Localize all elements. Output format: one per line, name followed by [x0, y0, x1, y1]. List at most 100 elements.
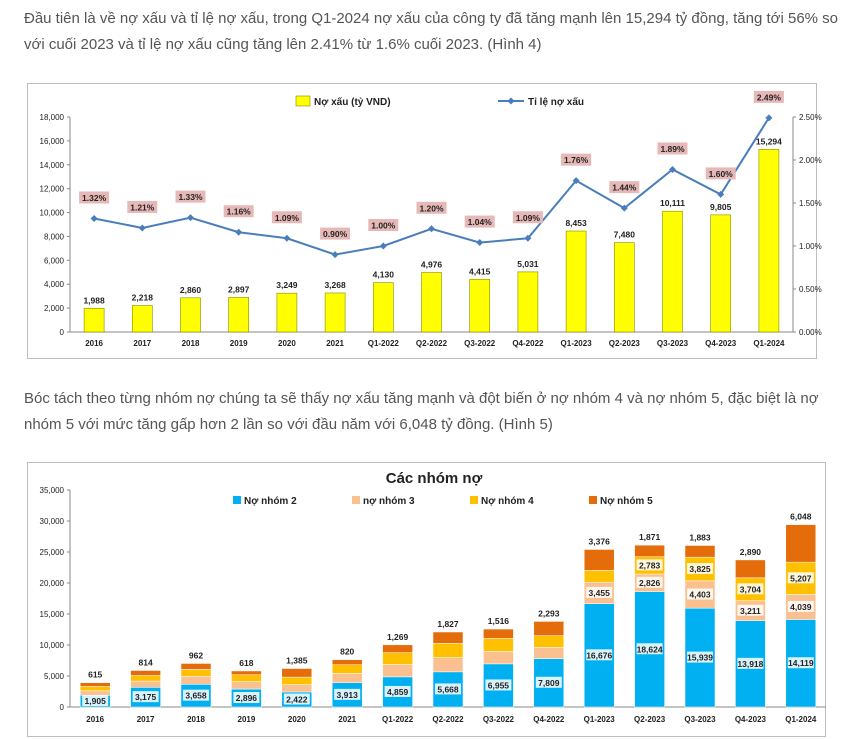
npl-ratio-label-bg: [705, 167, 736, 180]
y-tick-label: 6,000: [44, 256, 65, 265]
npl-ratio-label-bg: [609, 181, 640, 194]
npl-bar: [276, 292, 298, 333]
npl-bar-label: 9,805: [710, 202, 732, 212]
group4-segment: [231, 674, 262, 682]
npl-ratio-label-bg: [416, 201, 447, 214]
y-tick-label: 0: [60, 328, 65, 337]
x-tick-label: Q3-2022: [483, 715, 515, 724]
npl-ratio-label-bg: [223, 205, 254, 218]
group4-segment: [130, 675, 161, 682]
y-tick-label: 12,000: [40, 185, 65, 194]
group2-label-bg: [132, 691, 159, 703]
npl-bar: [613, 242, 635, 333]
group3-label-bg: [687, 588, 713, 600]
group2-label-bg: [334, 688, 361, 700]
npl-bar: [228, 297, 249, 333]
group5-segment: [432, 631, 464, 644]
group5-segment: [180, 663, 212, 670]
x-tick-label: 2020: [278, 339, 296, 348]
npl-bar: [469, 278, 491, 333]
group2-label: 13,918: [737, 659, 763, 669]
npl-ratio-label: 1.60%: [709, 169, 734, 179]
y2-tick-label: 0.00%: [799, 328, 822, 337]
x-tick-label: 2017: [137, 715, 155, 724]
npl-ratio-label: 1.09%: [275, 213, 300, 223]
x-tick-label: 2016: [86, 715, 104, 724]
group5-label: 618: [239, 658, 253, 668]
x-tick-label: 2021: [338, 715, 356, 724]
x-tick-label: 2019: [238, 715, 256, 724]
y-tick-label: 4,000: [44, 280, 65, 289]
npl-bar-label: 2,860: [180, 285, 202, 295]
npl-ratio-marker: [428, 225, 435, 233]
legend-ratio-marker: [507, 97, 515, 105]
group4-label: 3,704: [740, 584, 762, 594]
group5-segment: [382, 644, 413, 653]
x-tick-label: Q3-2023: [684, 715, 716, 724]
group3-label-bg: [787, 600, 814, 612]
npl-bar: [758, 149, 780, 333]
npl-bar: [421, 272, 442, 333]
group4-label: 3,825: [689, 564, 711, 574]
group4-segment: [432, 643, 464, 658]
x-tick-label: 2018: [182, 339, 200, 348]
y-tick-label: 0: [60, 703, 65, 712]
npl-bar-label: 8,453: [565, 218, 587, 228]
x-tick-label: 2017: [133, 339, 151, 348]
group4-segment: [583, 570, 615, 583]
x-tick-label: Q4-2022: [533, 715, 565, 724]
group5-segment: [331, 659, 363, 666]
npl-ratio-label: 1.21%: [130, 202, 155, 212]
npl-bar: [132, 305, 153, 333]
npl-ratio-label-bg: [175, 190, 206, 203]
npl-ratio-label: 1.04%: [468, 217, 493, 227]
npl-bar-label: 1,988: [83, 295, 105, 305]
npl-bar-label: 7,480: [614, 230, 636, 240]
group3-segment: [231, 681, 262, 690]
npl-ratio-marker: [717, 190, 725, 198]
group2-label: 4,859: [387, 687, 409, 697]
group2-label-bg: [283, 693, 310, 705]
group3-segment: [483, 651, 514, 665]
x-tick-label: 2016: [85, 339, 103, 348]
group5-segment: [231, 670, 262, 676]
group2-label-bg: [485, 679, 512, 691]
y-tick-label: 15,000: [40, 610, 65, 619]
group2-label: 3,913: [337, 690, 359, 700]
npl-bar: [662, 210, 683, 333]
group4-label-bg: [687, 563, 713, 575]
group5-label: 820: [340, 647, 354, 657]
x-tick-label: Q2-2023: [634, 715, 666, 724]
group5-segment: [79, 682, 111, 687]
group3-segment: [331, 673, 363, 683]
group3-label: 3,455: [589, 588, 611, 598]
group2-label: 3,658: [185, 691, 207, 701]
group3-segment: [180, 676, 212, 685]
npl-bar-label: 3,249: [276, 280, 298, 290]
group2-label: 5,668: [437, 684, 459, 694]
group5-segment: [583, 549, 615, 571]
legend-npl-label: Nợ xấu (tỷ VND): [314, 96, 391, 108]
npl-ratio-marker: [331, 251, 339, 259]
group2-label: 15,939: [687, 653, 713, 663]
npl-ratio-marker: [765, 114, 773, 122]
npl-bar: [372, 282, 394, 333]
npl-ratio-marker: [476, 239, 484, 247]
group4-segment: [483, 638, 514, 652]
y-tick-label: 14,000: [40, 161, 65, 170]
npl-ratio-label: 2.49%: [757, 92, 782, 102]
y2-tick-label: 0.50%: [799, 285, 822, 294]
y-tick-label: 10,000: [40, 209, 65, 218]
legend-group4-swatch: [470, 496, 478, 504]
group5-label: 2,890: [740, 547, 762, 557]
group4-segment: [533, 635, 565, 648]
npl-ratio-label-bg: [657, 142, 688, 155]
x-tick-label: 2020: [288, 715, 306, 724]
paragraph-debt-groups: Bóc tách theo từng nhóm nợ chúng ta sẽ t…: [24, 390, 819, 433]
x-tick-label: Q1-2022: [368, 339, 400, 348]
paragraph-intro-npl: Đầu tiên là về nợ xấu và tỉ lệ nợ xấu, t…: [24, 10, 839, 53]
group4-segment: [382, 652, 413, 665]
x-tick-label: Q1-2024: [753, 339, 785, 348]
group4-label-bg: [636, 559, 663, 571]
